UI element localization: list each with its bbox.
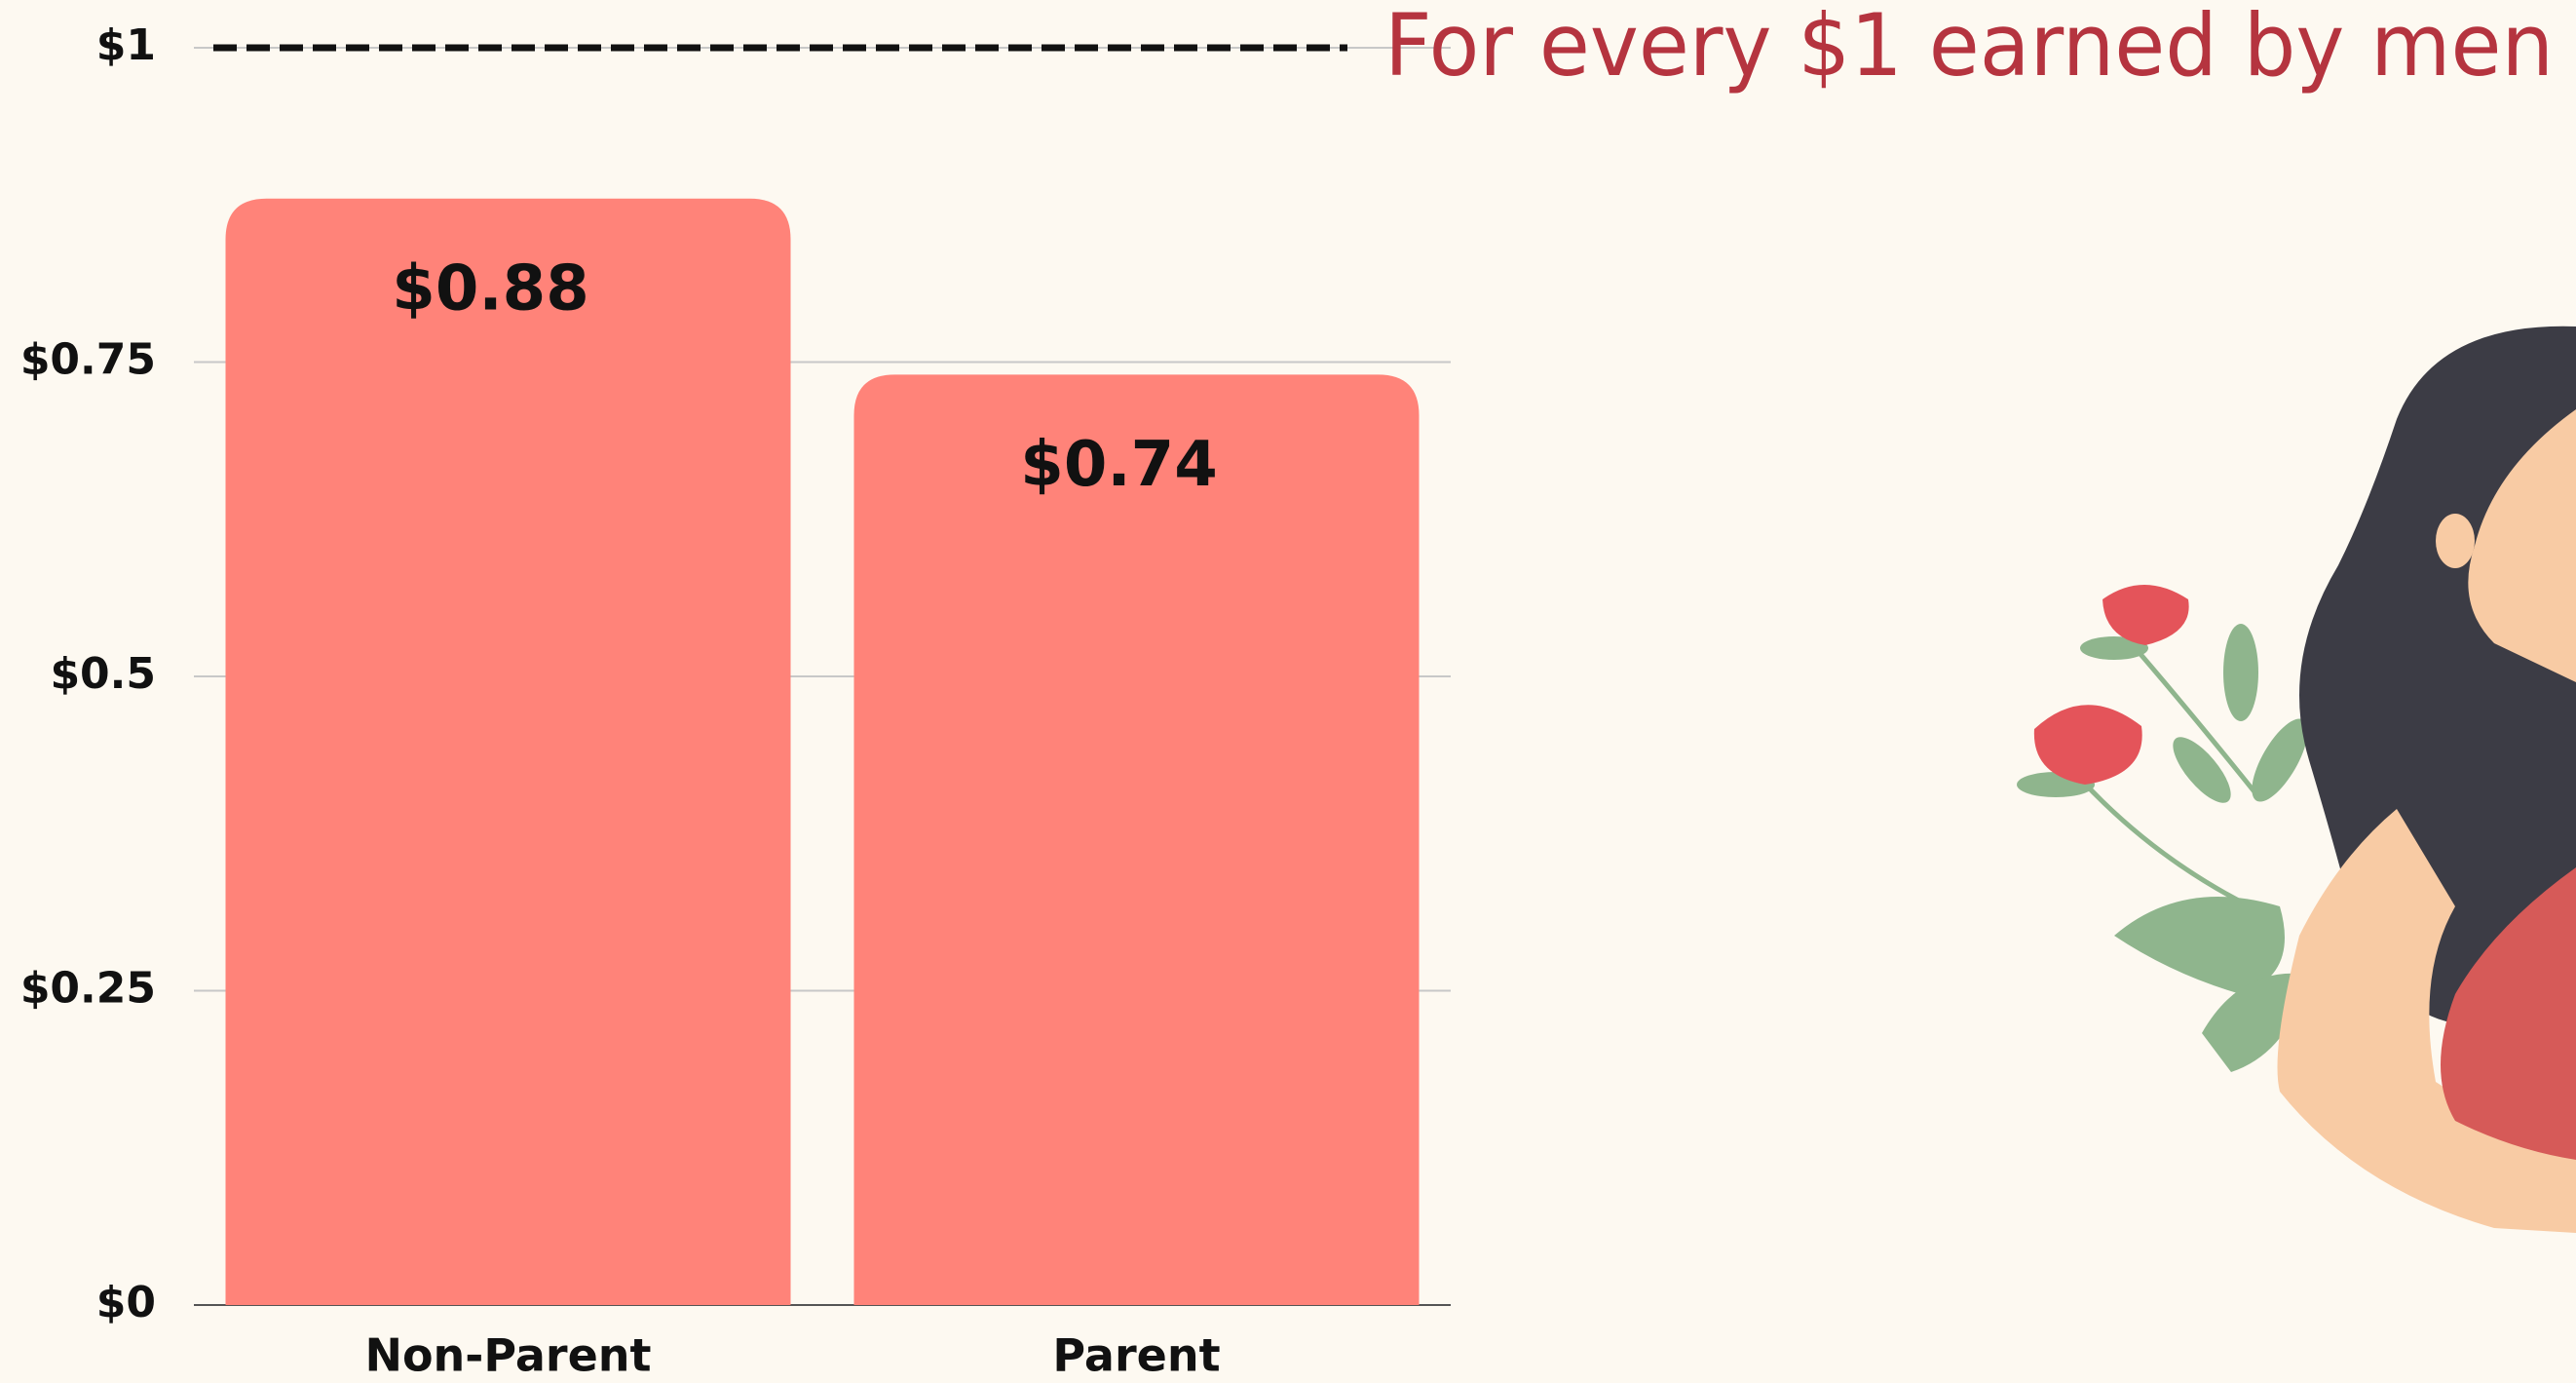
ear: [2436, 514, 2475, 568]
x-tick-label: Parent: [1052, 1329, 1220, 1382]
annotation: For every $1 earned by men: [1384, 0, 2554, 96]
flower: [2033, 705, 2142, 785]
leaf: [2252, 718, 2308, 802]
value-label: $0.88: [392, 252, 588, 325]
leaf: [2114, 897, 2285, 994]
bar: [225, 198, 791, 1305]
x-tick-label: Non-Parent: [364, 1329, 651, 1382]
leaf: [2173, 737, 2231, 803]
leaf: [2202, 973, 2309, 1072]
plot-area: $0 $0.25 $0.5 $0.75 $1 Non-Parent $0.88 Parent $…: [20, 0, 2554, 1382]
dress: [2441, 867, 2576, 1160]
y-tick-label: $0.25: [20, 964, 156, 1014]
sepal: [2080, 636, 2148, 660]
y-tick-label: $0.5: [50, 649, 156, 699]
flower: [2102, 585, 2189, 645]
bar: [853, 374, 1420, 1305]
leaf: [2223, 624, 2258, 721]
y-tick-label: $0.75: [20, 335, 156, 385]
face: [2468, 409, 2576, 682]
y-tick-label: $1: [96, 20, 156, 70]
illustration: [2017, 326, 2576, 1233]
y-tick-label: $0: [96, 1278, 156, 1327]
value-label: $0.74: [1020, 429, 1217, 501]
